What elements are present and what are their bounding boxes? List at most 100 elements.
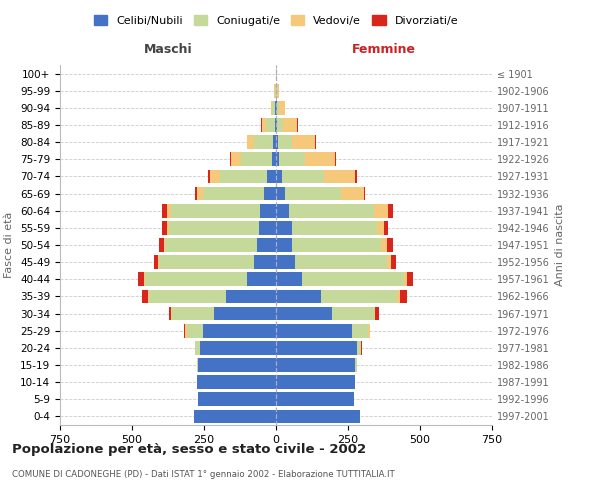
Bar <box>184 324 185 338</box>
Bar <box>196 186 197 200</box>
Bar <box>391 256 395 269</box>
Bar <box>376 306 379 320</box>
Bar <box>154 256 158 269</box>
Bar <box>210 170 220 183</box>
Bar <box>275 84 276 98</box>
Bar <box>277 101 279 114</box>
Bar <box>404 272 407 286</box>
Y-axis label: Fasce di età: Fasce di età <box>4 212 14 278</box>
Bar <box>387 256 391 269</box>
Bar <box>165 238 257 252</box>
Bar <box>259 221 276 234</box>
Bar <box>197 186 203 200</box>
Bar <box>275 101 276 114</box>
Bar <box>272 101 275 114</box>
Bar <box>277 84 278 98</box>
Bar <box>164 238 165 252</box>
Bar <box>320 290 397 304</box>
Bar <box>268 170 276 183</box>
Bar <box>356 341 361 354</box>
Bar <box>397 290 400 304</box>
Bar <box>283 118 298 132</box>
Bar <box>374 204 388 218</box>
Bar <box>169 221 259 234</box>
Bar <box>257 238 276 252</box>
Bar <box>292 221 377 234</box>
Bar <box>197 376 276 389</box>
Bar <box>368 324 370 338</box>
Bar <box>167 221 169 234</box>
Bar <box>276 290 320 304</box>
Bar <box>279 101 284 114</box>
Bar <box>276 306 332 320</box>
Bar <box>276 376 355 389</box>
Bar <box>276 152 279 166</box>
Bar <box>276 341 356 354</box>
Bar <box>276 238 292 252</box>
Bar <box>254 136 273 149</box>
Bar <box>265 186 276 200</box>
Bar <box>276 272 302 286</box>
Bar <box>276 221 292 234</box>
Bar <box>277 118 283 132</box>
Bar <box>292 238 381 252</box>
Bar <box>295 256 387 269</box>
Bar <box>266 118 275 132</box>
Bar <box>282 170 323 183</box>
Bar <box>335 152 336 166</box>
Bar <box>241 152 272 166</box>
Bar <box>387 238 392 252</box>
Bar <box>203 186 265 200</box>
Bar <box>276 410 359 424</box>
Bar <box>276 84 277 98</box>
Bar <box>160 256 254 269</box>
Bar <box>194 410 276 424</box>
Text: COMUNE DI CADONEGHE (PD) - Dati ISTAT 1° gennaio 2002 - Elaborazione TUTTITALIA.: COMUNE DI CADONEGHE (PD) - Dati ISTAT 1°… <box>12 470 395 479</box>
Bar <box>196 341 200 354</box>
Legend: Celibi/Nubili, Coniugati/e, Vedovi/e, Divorziati/e: Celibi/Nubili, Coniugati/e, Vedovi/e, Di… <box>89 10 463 30</box>
Bar <box>247 272 276 286</box>
Bar <box>276 324 352 338</box>
Bar <box>208 170 210 183</box>
Bar <box>407 272 413 286</box>
Bar <box>332 306 374 320</box>
Text: Popolazione per età, sesso e stato civile - 2002: Popolazione per età, sesso e stato civil… <box>12 442 366 456</box>
Bar <box>171 204 260 218</box>
Bar <box>305 152 335 166</box>
Bar <box>160 238 164 252</box>
Bar <box>162 204 167 218</box>
Bar <box>289 204 374 218</box>
Bar <box>187 324 203 338</box>
Bar <box>284 186 341 200</box>
Bar <box>185 324 187 338</box>
Bar <box>276 118 277 132</box>
Bar <box>377 221 384 234</box>
Bar <box>352 324 368 338</box>
Bar <box>158 256 160 269</box>
Bar <box>276 358 355 372</box>
Bar <box>169 306 172 320</box>
Bar <box>230 152 232 166</box>
Bar <box>276 170 282 183</box>
Bar <box>214 306 276 320</box>
Bar <box>247 136 254 149</box>
Bar <box>278 136 292 149</box>
Bar <box>198 358 276 372</box>
Bar <box>388 204 392 218</box>
Bar <box>167 204 171 218</box>
Bar <box>149 290 226 304</box>
Bar <box>203 324 276 338</box>
Bar <box>276 204 289 218</box>
Bar <box>262 118 266 132</box>
Bar <box>145 272 247 286</box>
Bar <box>381 238 387 252</box>
Bar <box>279 152 305 166</box>
Bar <box>355 358 356 372</box>
Bar <box>143 272 145 286</box>
Bar <box>276 392 354 406</box>
Bar <box>364 186 365 200</box>
Bar <box>198 392 276 406</box>
Bar <box>200 341 276 354</box>
Bar <box>276 256 295 269</box>
Bar <box>138 272 143 286</box>
